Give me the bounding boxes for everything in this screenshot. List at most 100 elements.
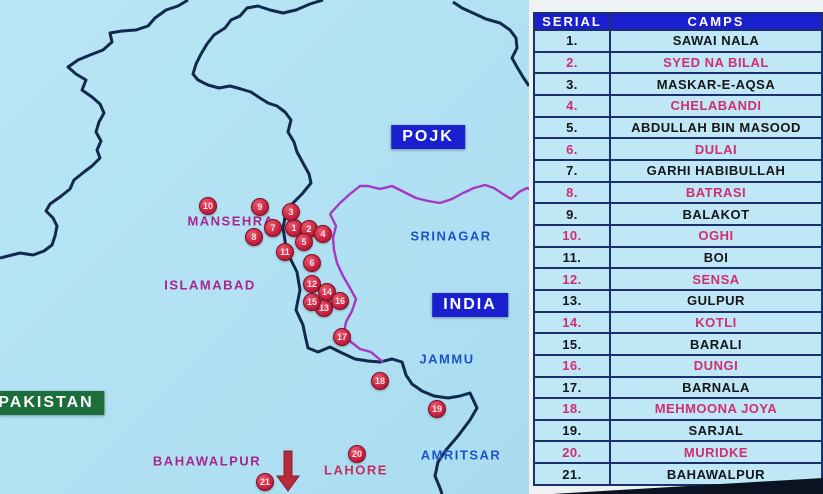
serial-cell: 8. [533, 180, 611, 205]
camp-marker-8: 8 [245, 228, 263, 246]
city-label-jammu: JAMMU [419, 351, 475, 367]
table-row: 3. MASKAR-E-AQSA [533, 72, 823, 96]
camp-marker-21: 21 [256, 473, 274, 491]
serial-cell: 7. [533, 158, 611, 183]
camp-cell: BOI [609, 245, 823, 270]
table-row: 2. SYED NA BILAL [533, 50, 823, 75]
table-header-row: SERIAL CAMPS [533, 12, 823, 31]
table-row: 13. GULPUR [533, 288, 823, 313]
camp-marker-3: 3 [282, 203, 300, 221]
camp-marker-15: 15 [303, 293, 321, 311]
serial-cell: 14. [533, 310, 611, 335]
border-line-northeast [452, 0, 531, 87]
table-row: 18. MEHMOONA JOYA [533, 397, 823, 421]
table-row: 4. CHELABANDI [533, 93, 823, 118]
camp-cell: OGHI [609, 223, 823, 248]
camp-marker-6: 6 [303, 254, 321, 272]
serial-cell: 5. [533, 115, 611, 140]
region-label-pakistan: PAKISTAN [0, 391, 105, 415]
camps-table-panel: SERIAL CAMPS 1. SAWAI NALA 2. SYED NA BI… [529, 0, 823, 494]
camp-marker-16: 16 [331, 292, 349, 310]
city-label-islamabad: ISLAMABAD [164, 277, 256, 293]
serial-cell: 4. [533, 93, 611, 118]
serial-header: SERIAL [533, 12, 611, 31]
region-label-pojk: POJK [391, 125, 465, 149]
serial-cell: 3. [533, 72, 611, 96]
city-label-mansehra: MANSEHRA [187, 213, 275, 229]
camp-cell: BALAKOT [609, 202, 823, 226]
table-row: 17. BARNALA [533, 375, 823, 400]
down-arrow-icon [276, 450, 300, 492]
loc-line-south [328, 213, 384, 363]
camps-table: SERIAL CAMPS 1. SAWAI NALA 2. SYED NA BI… [533, 12, 823, 486]
serial-cell: 16. [533, 353, 611, 378]
camp-cell: DULAI [609, 137, 823, 161]
table-row: 20. MURIDKE [533, 440, 823, 465]
serial-cell: 19. [533, 418, 611, 443]
city-label-lahore: LAHORE [324, 462, 388, 478]
camp-cell: MURIDKE [609, 440, 823, 465]
camp-marker-7: 7 [264, 219, 282, 237]
camp-cell: BARNALA [609, 375, 823, 400]
serial-cell: 6. [533, 137, 611, 161]
serial-cell: 10. [533, 223, 611, 248]
camp-cell: ABDULLAH BIN MASOOD [609, 115, 823, 140]
serial-cell: 9. [533, 202, 611, 226]
table-row: 21. BAHAWALPUR [533, 462, 823, 486]
table-row: 11. BOI [533, 245, 823, 270]
camp-cell: SAWAI NALA [609, 29, 823, 53]
serial-cell: 18. [533, 397, 611, 421]
camp-cell: MASKAR-E-AQSA [609, 72, 823, 96]
camp-cell: MEHMOONA JOYA [609, 397, 823, 421]
camp-marker-11: 11 [276, 243, 294, 261]
camp-cell: BATRASI [609, 180, 823, 205]
border-line-west [0, 0, 189, 260]
loc-line-east [329, 183, 535, 215]
serial-cell: 2. [533, 50, 611, 75]
camp-marker-10: 10 [199, 197, 217, 215]
serial-cell: 12. [533, 267, 611, 291]
camp-marker-18: 18 [371, 372, 389, 390]
camp-marker-9: 9 [251, 198, 269, 216]
table-row: 1. SAWAI NALA [533, 29, 823, 53]
table-row: 15. BARALI [533, 332, 823, 356]
serial-cell: 17. [533, 375, 611, 400]
table-row: 9. BALAKOT [533, 202, 823, 226]
camp-cell: BARALI [609, 332, 823, 356]
table-row: 8. BATRASI [533, 180, 823, 205]
serial-cell: 13. [533, 288, 611, 313]
border-line-main [191, 0, 479, 494]
camp-cell: KOTLI [609, 310, 823, 335]
camp-cell: SYED NA BILAL [609, 50, 823, 75]
camp-cell: SARJAL [609, 418, 823, 443]
camps-header: CAMPS [609, 12, 823, 31]
camp-marker-5: 5 [295, 233, 313, 251]
serial-cell: 20. [533, 440, 611, 465]
camp-marker-19: 19 [428, 400, 446, 418]
serial-cell: 21. [533, 462, 611, 486]
camp-cell: GULPUR [609, 288, 823, 313]
serial-cell: 15. [533, 332, 611, 356]
table-row: 6. DULAI [533, 137, 823, 161]
camp-cell: CHELABANDI [609, 93, 823, 118]
camp-cell: SENSA [609, 267, 823, 291]
city-label-bahawalpur: BAHAWALPUR [152, 453, 262, 469]
camp-cell: BAHAWALPUR [609, 462, 823, 486]
table-row: 19. SARJAL [533, 418, 823, 443]
city-label-amritsar: AMRITSAR [420, 447, 502, 463]
city-label-srinagar: SRINAGAR [410, 228, 492, 244]
camp-marker-4: 4 [314, 225, 332, 243]
serial-cell: 1. [533, 29, 611, 53]
region-label-india: INDIA [432, 293, 508, 317]
table-row: 5. ABDULLAH BIN MASOOD [533, 115, 823, 140]
camp-marker-17: 17 [333, 328, 351, 346]
table-row: 14. KOTLI [533, 310, 823, 335]
camp-marker-20: 20 [348, 445, 366, 463]
camp-cell: DUNGI [609, 353, 823, 378]
table-row: 12. SENSA [533, 267, 823, 291]
camp-cell: GARHI HABIBULLAH [609, 158, 823, 183]
table-row: 7. GARHI HABIBULLAH [533, 158, 823, 183]
camps-table-body: 1. SAWAI NALA 2. SYED NA BILAL 3. MASKAR… [533, 29, 823, 486]
